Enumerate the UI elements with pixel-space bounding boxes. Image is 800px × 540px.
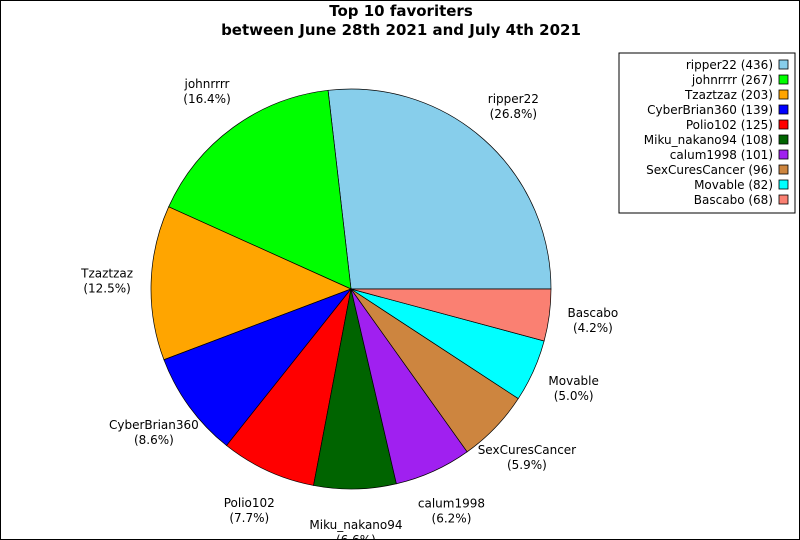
slice-label: Movable <box>548 374 598 388</box>
legend-swatch <box>778 164 789 175</box>
legend-swatch <box>778 104 789 115</box>
slice-percent-label: (6.6%) <box>336 533 376 540</box>
legend-swatch <box>778 89 789 100</box>
pie-slice-Tzaztzaz <box>150 206 352 361</box>
slice-label: johnrrrr <box>184 77 230 91</box>
slice-percent-label: (5.9%) <box>507 458 547 472</box>
slice-percent-label: (16.4%) <box>183 92 230 106</box>
legend-swatch <box>778 119 789 130</box>
slice-label: CyberBrian360 <box>109 418 199 432</box>
slice-label: SexCuresCancer <box>478 443 576 457</box>
legend-swatch <box>778 194 789 205</box>
slice-label: Tzaztzaz <box>80 266 133 280</box>
slice-label: calum1998 <box>418 496 485 510</box>
chart-title-line-2: between June 28th 2021 and July 4th 2021 <box>221 21 581 39</box>
legend-box <box>618 52 796 214</box>
legend-entry: Polio102 (125) <box>686 118 773 132</box>
legend-entry: Miku_nakano94 (108) <box>644 133 773 147</box>
legend-swatch <box>778 134 789 145</box>
legend: ripper22 (436)johnrrrr (267)Tzaztzaz (20… <box>618 52 796 214</box>
legend-swatch <box>778 59 789 70</box>
slice-label: Miku_nakano94 <box>309 518 402 532</box>
pie-slice-johnrrrr <box>168 89 352 290</box>
slice-percent-label: (5.0%) <box>554 389 594 403</box>
slice-label: ripper22 <box>488 92 539 106</box>
pie-slice-Polio102 <box>226 288 352 486</box>
slice-percent-label: (26.8%) <box>490 107 537 121</box>
legend-entry: Bascabo (68) <box>694 193 773 207</box>
legend-entry: Tzaztzaz (203) <box>684 88 773 102</box>
legend-swatch <box>778 179 789 190</box>
slice-percent-label: (7.7%) <box>229 511 269 525</box>
chart-title-line-1: Top 10 favoriters <box>329 2 473 20</box>
slice-percent-label: (12.5%) <box>83 281 130 295</box>
slice-label: Polio102 <box>224 496 275 510</box>
legend-entry: Movable (82) <box>694 178 773 192</box>
pie-slice-ripper22 <box>327 88 552 290</box>
legend-swatch <box>778 74 789 85</box>
legend-entry: CyberBrian360 (139) <box>647 103 773 117</box>
slice-percent-label: (6.2%) <box>432 511 472 525</box>
legend-entry: johnrrrr (267) <box>691 73 773 87</box>
slice-percent-label: (8.6%) <box>134 433 174 447</box>
legend-entry: SexCuresCancer (96) <box>646 163 773 177</box>
pie-slice-Bascabo <box>350 288 552 342</box>
slice-percent-label: (4.2%) <box>573 321 613 335</box>
slice-label: Bascabo <box>568 306 619 320</box>
pie-slice-CyberBrian360 <box>163 288 353 447</box>
legend-entry: calum1998 (101) <box>670 148 773 162</box>
legend-entry: ripper22 (436) <box>686 58 773 72</box>
legend-swatch <box>778 149 789 160</box>
